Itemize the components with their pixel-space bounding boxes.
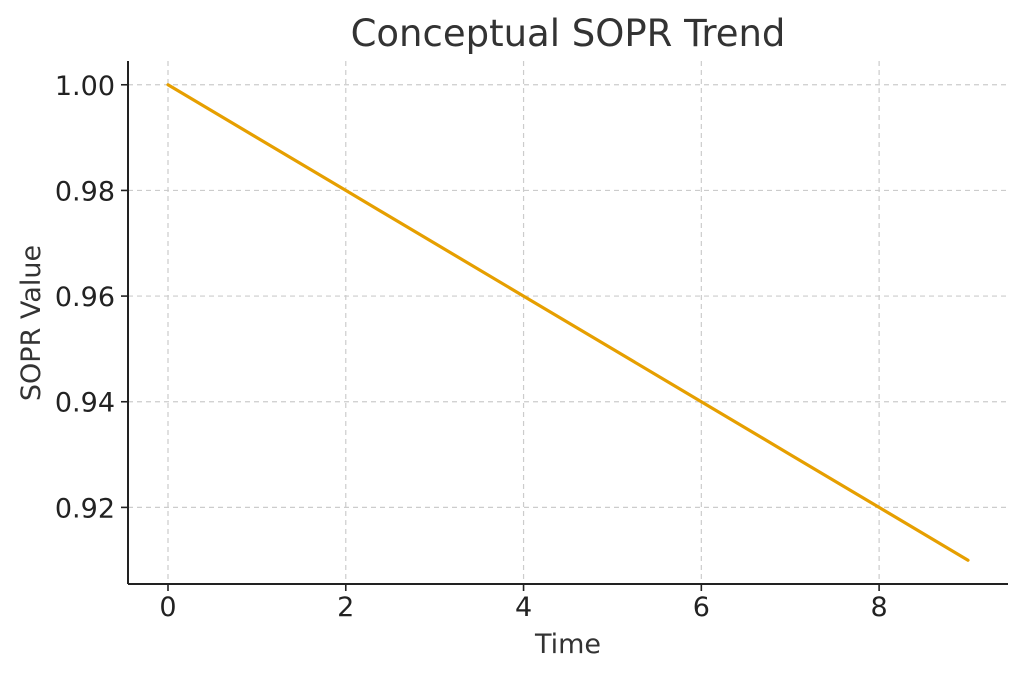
sopr-series-line [166,83,970,562]
x-tick-label: 0 [159,592,176,623]
tick-labels: 0 2 4 6 8 0.92 0.94 0.96 0.98 1.00 [55,71,888,623]
x-tick-label: 6 [693,592,710,623]
series-layer [166,83,970,562]
y-tick-label: 0.96 [55,282,115,313]
grid-lines [128,61,1008,584]
y-tick-label: 0.98 [55,176,115,207]
y-tick-label: 0.94 [55,388,115,419]
x-tick-label: 2 [337,592,354,623]
x-tick-label: 4 [515,592,532,623]
y-tick-label: 1.00 [55,71,115,102]
x-axis-label: Time [534,629,601,660]
axes [127,61,1008,585]
x-tick-label: 8 [871,592,888,623]
y-axis-label: SOPR Value [16,245,47,401]
y-tick-label: 0.92 [55,493,115,524]
chart-title: Conceptual SOPR Trend [351,12,786,55]
